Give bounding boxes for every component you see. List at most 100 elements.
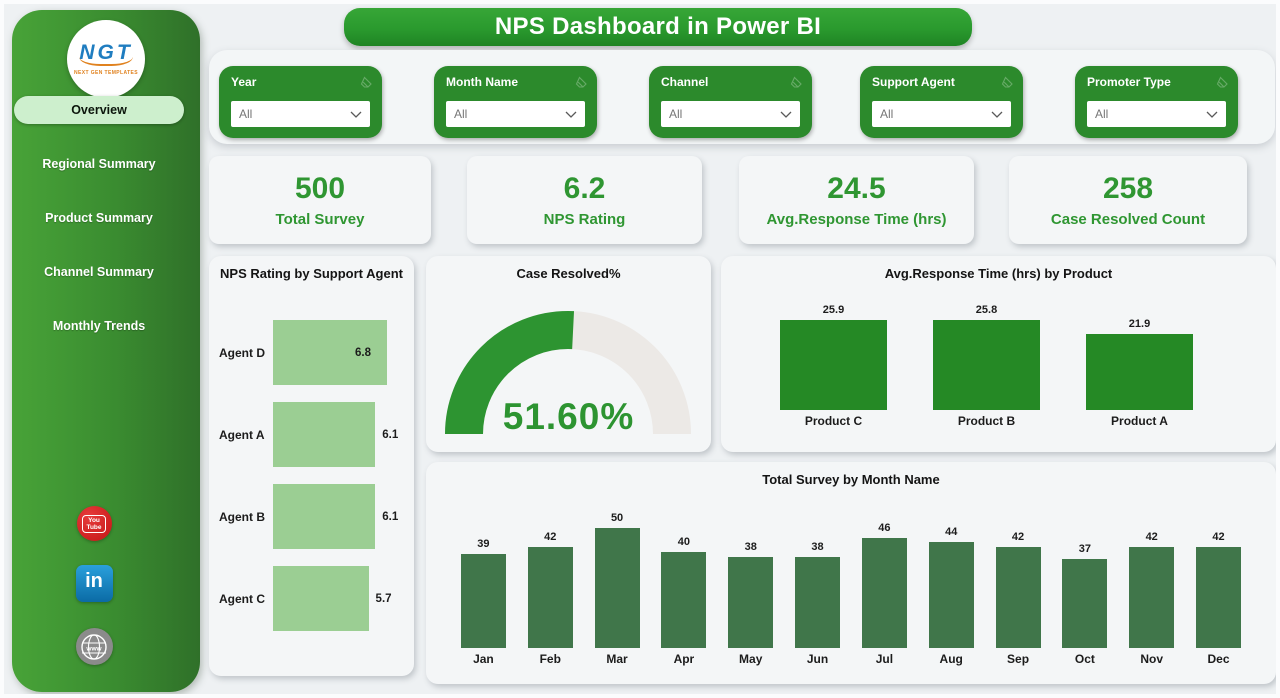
column-bar-mar[interactable] [594,528,640,648]
kpi-card-nps-rating: 6.2 NPS Rating [467,156,702,244]
linkedin-icon[interactable]: in [75,565,113,602]
dropdown-value: All [1095,107,1109,121]
filter-promoter-type: Promoter Type All [1075,66,1238,138]
column-slot-sep: 42 Sep [985,498,1052,670]
category-label: May [739,652,763,666]
column-bar-jan[interactable] [460,554,506,648]
column-bar-jun[interactable] [795,557,841,648]
column-bar-jul[interactable] [861,538,907,648]
value-label: 44 [945,526,958,538]
chevron-down-icon [350,105,362,123]
filter-dropdown-month-name[interactable]: All [446,101,585,127]
column-bar-product-c[interactable] [780,320,887,410]
filter-year: Year All [219,66,382,138]
chart-title-case-resolved: Case Resolved% [516,266,621,281]
chevron-down-icon [565,105,577,123]
logo-subtext: NEXT GEN TEMPLATES [73,69,139,76]
bar-row-agent-a: Agent A 6.1 [219,402,410,467]
column-slot-jul: 46 Jul [851,498,918,670]
column-bar-dec[interactable] [1196,547,1242,648]
value-label: 40 [677,536,691,548]
agent-bar-plot: Agent D 6.8 Agent A 6.1 Agent B 6.1 Agent C 5.7 [219,320,410,660]
bar-area: 6.8 [273,320,387,385]
filter-month-name: Month Name All [434,66,597,138]
category-label: Aug [939,652,963,666]
sidebar-item-product-summary[interactable]: Product Summary [45,211,153,225]
dropdown-value: All [239,107,253,121]
clear-selections-icon[interactable] [575,75,588,93]
bar-area: 6.1 [273,402,398,467]
kpi-value: 500 [294,172,346,205]
filter-dropdown-promoter-type[interactable]: All [1087,101,1226,127]
kpi-card-case-resolved-count: 258 Case Resolved Count [1009,156,1247,244]
value-label: 50 [610,512,624,524]
bar-row-agent-c: Agent C 5.7 [219,566,410,631]
category-label: Mar [606,652,628,666]
category-label: Agent B [219,509,265,524]
clear-selections-icon[interactable] [790,75,803,93]
filter-dropdown-year[interactable]: All [231,101,370,127]
category-label: Apr [673,652,695,666]
category-label: Jan [473,652,494,666]
bar-agent-c[interactable] [273,566,369,631]
column-bar-oct[interactable] [1062,559,1108,648]
kpi-label: Avg.Response Time (hrs) [766,211,947,228]
value-label: 42 [1212,531,1225,543]
filter-dropdown-channel[interactable]: All [661,101,800,127]
value-label: 42 [544,531,557,543]
category-label: Agent D [219,345,265,360]
card-response-by-product: Avg.Response Time (hrs) by Product 25.9 P… [721,256,1276,452]
gauge-value: 51.60% [502,396,635,437]
clear-selections-icon[interactable] [1001,75,1014,93]
sidebar-item-channel-summary[interactable]: Channel Summary [44,265,154,279]
category-label: Jul [875,652,894,666]
column-bar-nov[interactable] [1129,547,1175,648]
value-label: 42 [1145,531,1158,543]
filter-label-month-name: Month Name [446,75,518,89]
sidebar-item-regional-summary[interactable]: Regional Summary [42,157,156,171]
kpi-label: NPS Rating [543,211,626,228]
bar-agent-a[interactable] [273,402,376,467]
youtube-word-you: You [88,516,100,524]
column-bar-aug[interactable] [928,542,974,648]
clear-selections-icon[interactable] [1216,75,1229,93]
category-label: Agent C [219,591,265,606]
category-label: Agent A [219,427,265,442]
youtube-icon[interactable]: You Tube [76,506,112,541]
column-bar-product-a[interactable] [1086,334,1193,410]
column-slot-product-a: 21.9 Product A [1063,290,1216,432]
sidebar-social: You Tube in www [12,506,176,665]
kpi-card-avg-response-time-hrs: 24.5 Avg.Response Time (hrs) [739,156,974,244]
dropdown-value: All [454,107,468,121]
sidebar-item-overview[interactable]: Overview [14,96,184,124]
sidebar: NGT NEXT GEN TEMPLATES Overview Regional … [12,10,200,692]
column-bar-product-b[interactable] [933,320,1040,410]
category-label: Jun [806,652,829,666]
category-label: Product A [1111,414,1168,428]
value-label: 25.8 [975,304,998,316]
column-bar-apr[interactable] [661,552,707,648]
column-bar-sep[interactable] [995,547,1041,648]
column-bar-may[interactable] [728,557,774,648]
category-label: Dec [1207,652,1230,666]
kpi-label: Total Survey [275,211,365,228]
chevron-down-icon [780,105,792,123]
value-label: 37 [1078,543,1091,555]
value-label: 21.9 [1128,318,1151,330]
product-column-plot: 25.9 Product C 25.8 Product B 21.9 Product A [757,290,1216,432]
gauge [438,288,698,440]
globe-icon[interactable]: www [75,628,113,665]
column-bar-feb[interactable] [527,547,573,648]
column-slot-product-b: 25.8 Product B [910,290,1063,432]
kpi-label: Case Resolved Count [1050,211,1206,228]
gauge-arc[interactable] [445,311,691,435]
value-label: 39 [477,538,490,550]
filter-dropdown-support-agent[interactable]: All [872,101,1011,127]
bar-agent-d[interactable] [273,320,387,385]
bar-agent-b[interactable] [273,484,376,549]
kpi-value: 24.5 [827,172,886,205]
sidebar-item-monthly-trends[interactable]: Monthly Trends [52,319,146,333]
clear-selections-icon[interactable] [360,75,373,93]
card-nps-by-agent: NPS Rating by Support Agent Agent D 6.8 Ag… [209,256,414,676]
